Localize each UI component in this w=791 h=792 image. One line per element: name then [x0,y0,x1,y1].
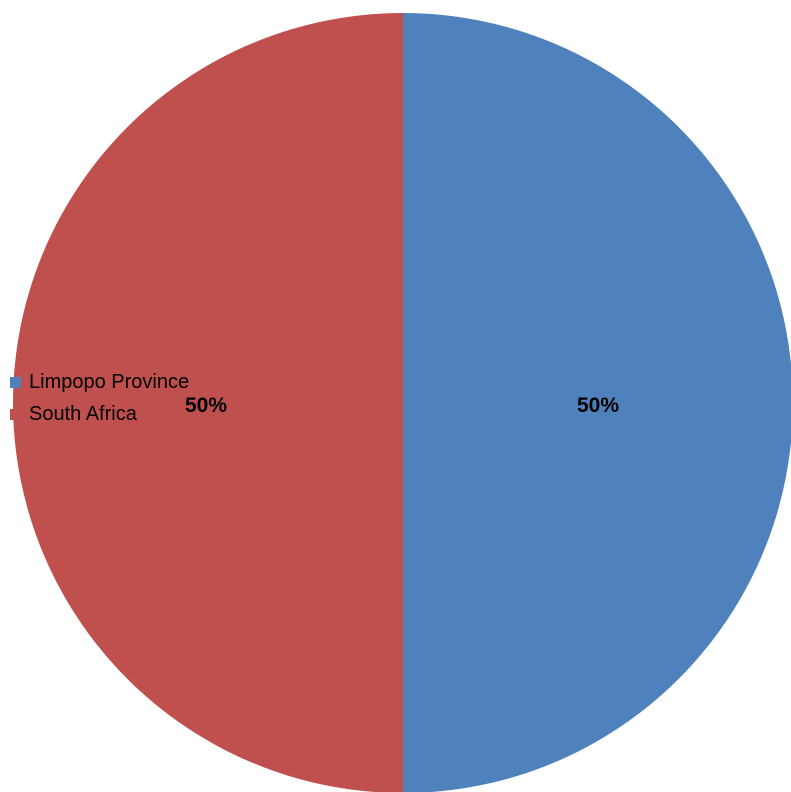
legend-swatch-south-africa [10,408,21,420]
legend-label-south-africa: South Africa [29,402,137,425]
pie-slice-limpopo-province [403,13,791,792]
legend: Limpopo Province South Africa [10,366,189,430]
legend-item-limpopo-province: Limpopo Province [10,366,189,398]
pie-slice-south-africa [13,13,403,792]
data-labels: 50% 50% [185,394,619,417]
data-label-limpopo-province: 50% [577,394,619,417]
data-label-south-africa: 50% [185,394,227,417]
pie-slices [13,13,791,792]
legend-swatch-limpopo-province [10,376,21,388]
legend-item-south-africa: South Africa [10,398,189,430]
legend-label-limpopo-province: Limpopo Province [29,370,190,393]
